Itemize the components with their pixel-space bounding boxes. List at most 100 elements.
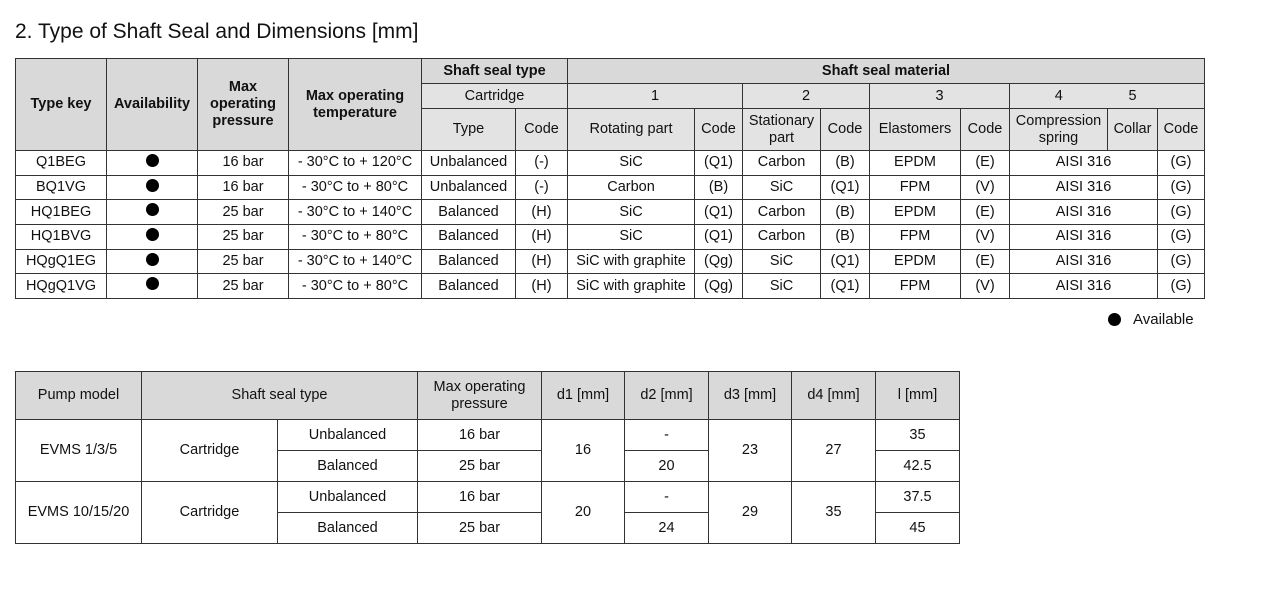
- pressure-cell: 25 bar: [417, 512, 542, 544]
- header-l: l [mm]: [875, 371, 960, 420]
- d2-cell: 24: [624, 512, 709, 544]
- elastomer-cell: FPM: [869, 224, 961, 250]
- stationary-code-cell: (Q1): [820, 248, 870, 275]
- pressure-cell: 16 bar: [417, 419, 542, 451]
- temperature-cell: - 30°C to + 80°C: [288, 224, 422, 250]
- type-code-cell: (-): [515, 150, 568, 176]
- available-dot-icon: [145, 252, 159, 266]
- dimensions-table: Pump model Shaft seal type Max operating…: [15, 371, 960, 544]
- stationary-code-cell: (B): [820, 224, 870, 250]
- elastomer-code-cell: (E): [960, 248, 1010, 275]
- elastomer-cell: FPM: [869, 174, 961, 201]
- spring-collar-cell: AISI 316: [1009, 199, 1158, 226]
- header-group-2: 2: [742, 83, 870, 109]
- type-cell: Balanced: [277, 450, 418, 482]
- header-code: Code: [694, 108, 743, 151]
- spring-code-cell: (G): [1157, 273, 1205, 300]
- spring-code-cell: (G): [1157, 224, 1205, 250]
- type-cell: Unbalanced: [277, 481, 418, 513]
- elastomer-code-cell: (V): [960, 273, 1010, 300]
- pressure-cell: 25 bar: [197, 224, 289, 250]
- spring-collar-cell: AISI 316: [1009, 174, 1158, 201]
- type-key-cell: Q1BEG: [15, 150, 107, 176]
- stationary-cell: Carbon: [742, 150, 821, 176]
- header-code: Code: [515, 108, 568, 151]
- rotating-code-cell: (Q1): [694, 224, 743, 250]
- table-row: EVMS 10/15/20 Cartridge Unbalanced 16 bar 20…: [15, 481, 960, 544]
- availability-cell: [106, 273, 198, 300]
- table-row: HQgQ1VG 25 bar - 30°C to + 80°C Balanced (H)…: [15, 273, 1205, 300]
- table-row: Balanced 25 bar 20 42.5: [16, 450, 960, 482]
- l-cell: 42.5: [875, 450, 960, 482]
- stationary-cell: SiC: [742, 174, 821, 201]
- stationary-cell: SiC: [742, 248, 821, 275]
- spring-collar-cell: AISI 316: [1009, 224, 1158, 250]
- temperature-cell: - 30°C to + 140°C: [288, 199, 422, 226]
- available-dot-icon: [1108, 313, 1121, 326]
- d3-cell: 29: [708, 481, 792, 544]
- d2-cell: -: [624, 419, 709, 451]
- spring-collar-cell: AISI 316: [1009, 150, 1158, 176]
- header-group-5: 5: [1107, 83, 1158, 109]
- header-d1: d1 [mm]: [541, 371, 625, 420]
- header-code: Code: [960, 108, 1010, 151]
- rotating-cell: SiC: [567, 150, 695, 176]
- l-cell: 45: [875, 512, 960, 544]
- type-key-cell: HQ1BVG: [15, 224, 107, 250]
- rotating-cell: SiC: [567, 199, 695, 226]
- availability-cell: [106, 150, 198, 176]
- pump-model-cell: EVMS 10/15/20: [15, 481, 142, 544]
- header-d2: d2 [mm]: [624, 371, 709, 420]
- d2-cell: 20: [624, 450, 709, 482]
- d2-cell: -: [624, 481, 709, 513]
- header-collar: Collar: [1107, 108, 1158, 151]
- type-code-cell: (H): [515, 224, 568, 250]
- header-group-3: 3: [869, 83, 1010, 109]
- spring-code-cell: (G): [1157, 174, 1205, 201]
- elastomer-code-cell: (V): [960, 174, 1010, 201]
- stationary-code-cell: (Q1): [820, 174, 870, 201]
- d4-cell: 27: [791, 419, 876, 482]
- temperature-cell: - 30°C to + 140°C: [288, 248, 422, 275]
- table-row: EVMS 1/3/5 Cartridge Unbalanced 16 bar 16-23…: [15, 419, 960, 482]
- rotating-code-cell: (Q1): [694, 199, 743, 226]
- header-d4: d4 [mm]: [791, 371, 876, 420]
- available-dot-icon: [145, 227, 159, 241]
- temperature-cell: - 30°C to + 80°C: [288, 273, 422, 300]
- elastomer-cell: FPM: [869, 273, 961, 300]
- stationary-cell: Carbon: [742, 199, 821, 226]
- d4-cell: 35: [791, 481, 876, 544]
- elastomer-cell: EPDM: [869, 199, 961, 226]
- stationary-cell: SiC: [742, 273, 821, 300]
- stationary-code-cell: (B): [820, 199, 870, 226]
- l-cell: 37.5: [875, 481, 960, 513]
- availability-cell: [106, 174, 198, 201]
- header-pump-model: Pump model: [15, 371, 142, 420]
- header-group-blank: [1157, 83, 1205, 109]
- header-cartridge: Cartridge: [421, 83, 568, 109]
- type-code-cell: (H): [515, 248, 568, 275]
- stationary-code-cell: (Q1): [820, 273, 870, 300]
- elastomer-code-cell: (E): [960, 199, 1010, 226]
- d1-cell: 16: [541, 419, 625, 482]
- available-dot-icon: [145, 277, 159, 291]
- available-dot-icon: [145, 153, 159, 167]
- type-key-cell: HQgQ1VG: [15, 273, 107, 300]
- header-type-key: Type key: [15, 58, 107, 151]
- header-seal-material: Shaft seal material: [567, 58, 1205, 84]
- table-row: Balanced 25 bar 24 45: [16, 512, 960, 544]
- rotating-code-cell: (Qg): [694, 248, 743, 275]
- header-pressure: Max operating pressure: [197, 58, 289, 151]
- d1-cell: 20: [541, 481, 625, 544]
- header-group-4: 4: [1009, 83, 1108, 109]
- pump-model-cell: EVMS 1/3/5: [15, 419, 142, 482]
- seal-cell: Cartridge: [141, 419, 278, 482]
- table-row: HQgQ1EG 25 bar - 30°C to + 140°C Balanced (H…: [15, 248, 1205, 275]
- spring-collar-cell: AISI 316: [1009, 248, 1158, 275]
- table-row: HQ1BVG 25 bar - 30°C to + 80°C Balanced (H) S…: [15, 224, 1205, 250]
- rotating-code-cell: (B): [694, 174, 743, 201]
- shaft-seal-type-table: Type key Availability Max operating pres…: [15, 58, 1205, 300]
- spring-code-cell: (G): [1157, 248, 1205, 275]
- rotating-cell: SiC: [567, 224, 695, 250]
- header-elastomers: Elastomers: [869, 108, 961, 151]
